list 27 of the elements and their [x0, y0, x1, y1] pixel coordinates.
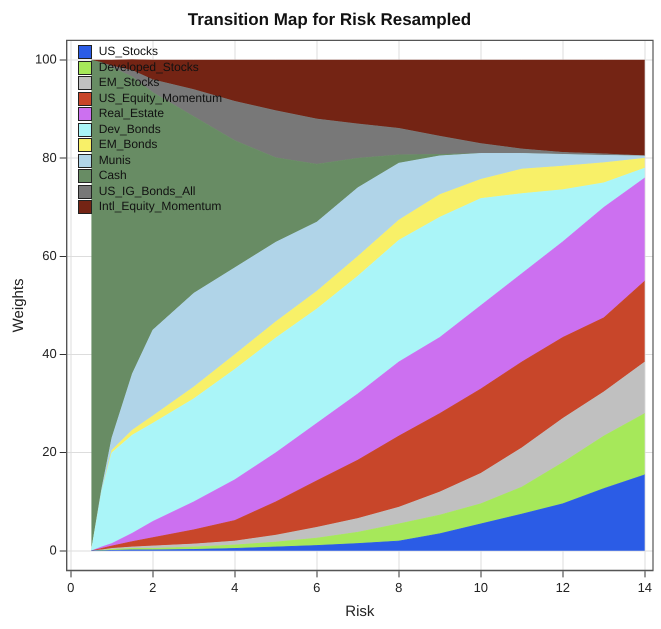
- legend-label: Real_Estate: [98, 106, 164, 122]
- legend-label: US_Equity_Momentum: [98, 90, 222, 106]
- y-tick-label: 0: [49, 542, 57, 558]
- y-tick-label: 80: [42, 150, 57, 165]
- x-tick-label: 14: [638, 580, 652, 595]
- y-tick-label: 100: [34, 52, 57, 67]
- legend-label: Intl_Equity_Momentum: [98, 199, 222, 215]
- x-tick-label: 6: [313, 580, 320, 595]
- x-tick-label: 0: [67, 580, 74, 595]
- x-tick-label: 2: [149, 580, 156, 595]
- legend-label: EM_Stocks: [98, 75, 160, 91]
- y-tick-label: 60: [42, 248, 57, 263]
- x-tick-label: 4: [231, 580, 238, 595]
- y-tick-label: 20: [42, 444, 57, 460]
- legend-label: Cash: [98, 168, 127, 184]
- y-axis-title: Weights: [10, 278, 28, 332]
- legend-label: EM_Bonds: [98, 137, 158, 153]
- legend-label: US_Stocks: [98, 44, 158, 60]
- x-tick-label: 8: [395, 580, 402, 595]
- x-axis-title: Risk: [345, 603, 375, 620]
- chart-title: Transition Map for Risk Resampled: [188, 10, 472, 29]
- x-tick-label: 10: [474, 580, 488, 595]
- y-tick-label: 40: [42, 346, 57, 362]
- legend-label: Dev_Bonds: [98, 122, 161, 138]
- legend-label: Munis: [98, 152, 131, 168]
- x-tick-label: 12: [556, 580, 570, 595]
- legend-label: US_IG_Bonds_All: [98, 184, 196, 200]
